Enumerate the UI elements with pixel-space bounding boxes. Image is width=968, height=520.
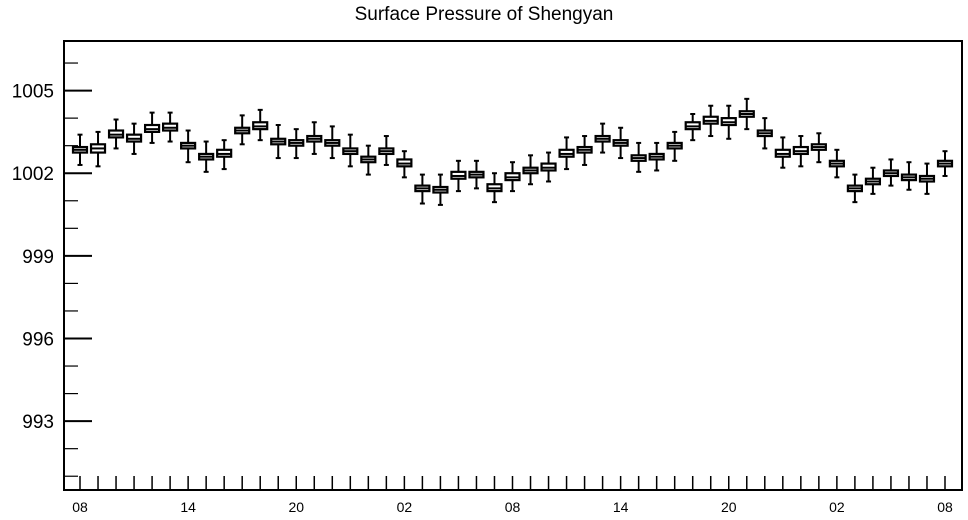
box xyxy=(882,158,900,187)
box xyxy=(702,104,719,138)
x-tick-label: 14 xyxy=(613,499,629,515)
box xyxy=(270,124,287,160)
box xyxy=(234,114,251,146)
box xyxy=(324,125,341,160)
box xyxy=(630,141,647,173)
box xyxy=(666,130,683,162)
box xyxy=(918,162,936,195)
box xyxy=(486,172,503,204)
box-series xyxy=(71,97,954,206)
box xyxy=(864,166,882,195)
x-tick-label: 02 xyxy=(397,499,413,515)
y-tick-label: 996 xyxy=(22,329,54,350)
x-tick-label: 08 xyxy=(505,499,521,515)
y-axis: 993 996 999 1002 1005 xyxy=(12,62,92,477)
x-tick-label: 20 xyxy=(288,499,304,515)
box xyxy=(738,97,755,131)
box xyxy=(180,129,197,164)
x-tick-label: 20 xyxy=(721,499,737,515)
box xyxy=(143,111,161,144)
box xyxy=(468,159,485,190)
x-tick-label: 14 xyxy=(180,499,196,515)
y-tick-label: 1005 xyxy=(12,82,54,103)
box xyxy=(756,117,773,150)
box xyxy=(900,161,918,191)
plot-frame xyxy=(63,40,963,491)
box xyxy=(414,173,431,205)
box xyxy=(828,148,845,179)
box xyxy=(648,141,665,172)
box xyxy=(558,136,575,171)
box xyxy=(162,111,179,143)
box xyxy=(936,150,954,177)
box xyxy=(360,144,377,176)
y-tick-label: 999 xyxy=(22,247,54,268)
box xyxy=(89,130,107,168)
box xyxy=(216,139,233,171)
box xyxy=(125,122,143,155)
y-tick-label: 1002 xyxy=(12,164,54,185)
box xyxy=(594,122,611,154)
box xyxy=(288,128,305,160)
box xyxy=(522,154,539,186)
box xyxy=(774,136,791,169)
box xyxy=(846,173,863,204)
box xyxy=(252,108,269,142)
box xyxy=(540,151,557,183)
box xyxy=(342,133,359,168)
box xyxy=(198,140,215,173)
box xyxy=(792,135,809,168)
x-axis: 08 14 20 02 08 14 20 02 08 xyxy=(72,476,953,515)
y-tick-label: 993 xyxy=(22,412,54,433)
box xyxy=(107,118,125,150)
box xyxy=(576,135,593,166)
x-tick-label: 08 xyxy=(937,499,953,515)
box xyxy=(71,133,89,166)
box xyxy=(450,159,467,193)
box xyxy=(612,126,629,160)
x-tick-label: 08 xyxy=(72,499,88,515)
chart-title: Surface Pressure of Shengyan xyxy=(354,4,614,25)
box xyxy=(504,161,521,193)
box xyxy=(306,121,323,155)
box xyxy=(378,135,395,166)
box xyxy=(432,173,449,206)
box xyxy=(396,150,413,179)
box xyxy=(684,112,701,142)
x-tick-label: 02 xyxy=(829,499,845,515)
box xyxy=(810,132,827,164)
box xyxy=(720,104,737,140)
